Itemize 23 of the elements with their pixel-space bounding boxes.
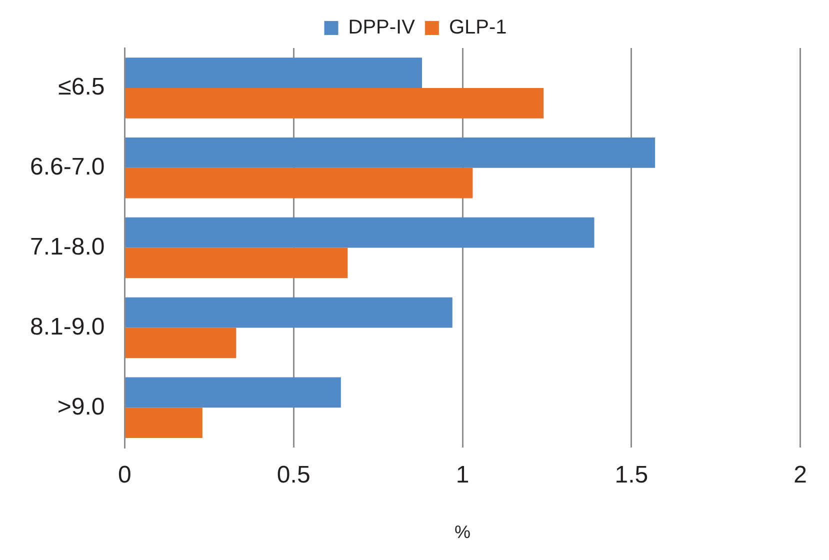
y-tick-label: 6.6-7.0 xyxy=(30,154,105,181)
bar xyxy=(125,58,422,88)
x-tick-label: 1.5 xyxy=(614,462,648,489)
bar xyxy=(125,217,594,248)
x-tick-label: 0.5 xyxy=(276,462,310,489)
bar xyxy=(125,328,236,358)
bar xyxy=(125,248,348,278)
legend-label: DPP-IV xyxy=(348,16,416,39)
y-tick-label: ≤6.5 xyxy=(58,74,105,101)
x-tick-label: 0 xyxy=(118,462,132,489)
y-tick-label: 8.1-9.0 xyxy=(30,313,105,340)
x-axis-title: % xyxy=(454,522,471,542)
bar xyxy=(125,168,473,198)
x-tick-label: 1 xyxy=(456,462,470,489)
legend-label: GLP-1 xyxy=(448,16,507,39)
bar xyxy=(125,88,544,118)
x-tick-label: 2 xyxy=(794,462,808,489)
y-tick-label: >9.0 xyxy=(57,393,105,420)
y-tick-label: 7.1-8.0 xyxy=(30,233,105,260)
bar xyxy=(125,297,452,328)
bar xyxy=(125,377,341,408)
bar xyxy=(125,138,656,168)
bar xyxy=(125,408,202,438)
